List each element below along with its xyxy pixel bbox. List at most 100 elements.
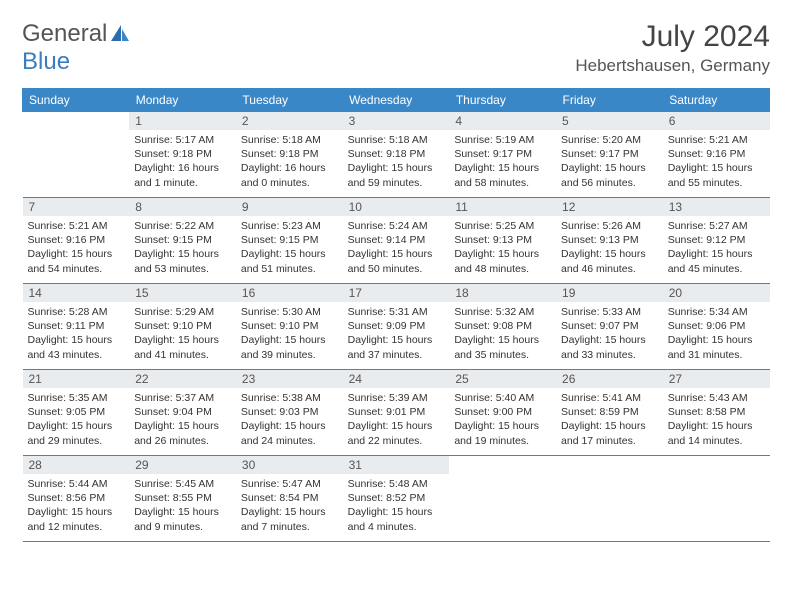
calendar-cell: 31Sunrise: 5:48 AMSunset: 8:52 PMDayligh… [343, 456, 450, 542]
calendar-cell: 10Sunrise: 5:24 AMSunset: 9:14 PMDayligh… [343, 198, 450, 284]
day-details: Sunrise: 5:22 AMSunset: 9:15 PMDaylight:… [129, 216, 236, 280]
calendar-cell: 25Sunrise: 5:40 AMSunset: 9:00 PMDayligh… [449, 370, 556, 456]
calendar-row: 1Sunrise: 5:17 AMSunset: 9:18 PMDaylight… [23, 112, 770, 198]
day-number: 1 [129, 112, 236, 130]
day-number: 2 [236, 112, 343, 130]
calendar-cell: 22Sunrise: 5:37 AMSunset: 9:04 PMDayligh… [129, 370, 236, 456]
day-details: Sunrise: 5:47 AMSunset: 8:54 PMDaylight:… [236, 474, 343, 538]
title-block: July 2024 Hebertshausen, Germany [575, 20, 770, 76]
day-number: 6 [663, 112, 770, 130]
calendar-row: 14Sunrise: 5:28 AMSunset: 9:11 PMDayligh… [23, 284, 770, 370]
calendar-cell [23, 112, 130, 198]
day-details: Sunrise: 5:20 AMSunset: 9:17 PMDaylight:… [556, 130, 663, 194]
day-details: Sunrise: 5:21 AMSunset: 9:16 PMDaylight:… [663, 130, 770, 194]
calendar-cell: 19Sunrise: 5:33 AMSunset: 9:07 PMDayligh… [556, 284, 663, 370]
weekday-header: Tuesday [236, 89, 343, 112]
calendar-cell: 20Sunrise: 5:34 AMSunset: 9:06 PMDayligh… [663, 284, 770, 370]
calendar-cell [449, 456, 556, 542]
day-number: 10 [343, 198, 450, 216]
calendar-cell [663, 456, 770, 542]
weekday-header: Friday [556, 89, 663, 112]
day-number: 12 [556, 198, 663, 216]
logo-sail-icon [109, 23, 131, 43]
day-number: 24 [343, 370, 450, 388]
calendar-cell: 16Sunrise: 5:30 AMSunset: 9:10 PMDayligh… [236, 284, 343, 370]
weekday-header: Saturday [663, 89, 770, 112]
day-details: Sunrise: 5:40 AMSunset: 9:00 PMDaylight:… [449, 388, 556, 452]
calendar-cell: 17Sunrise: 5:31 AMSunset: 9:09 PMDayligh… [343, 284, 450, 370]
weekday-header: Sunday [23, 89, 130, 112]
day-number: 20 [663, 284, 770, 302]
day-number: 4 [449, 112, 556, 130]
day-number: 5 [556, 112, 663, 130]
day-details: Sunrise: 5:35 AMSunset: 9:05 PMDaylight:… [23, 388, 130, 452]
day-number: 11 [449, 198, 556, 216]
day-number: 27 [663, 370, 770, 388]
day-number: 18 [449, 284, 556, 302]
day-number: 9 [236, 198, 343, 216]
day-number: 3 [343, 112, 450, 130]
weekday-header: Thursday [449, 89, 556, 112]
day-details: Sunrise: 5:30 AMSunset: 9:10 PMDaylight:… [236, 302, 343, 366]
day-details: Sunrise: 5:21 AMSunset: 9:16 PMDaylight:… [23, 216, 130, 280]
day-details: Sunrise: 5:26 AMSunset: 9:13 PMDaylight:… [556, 216, 663, 280]
day-details: Sunrise: 5:32 AMSunset: 9:08 PMDaylight:… [449, 302, 556, 366]
calendar-cell: 9Sunrise: 5:23 AMSunset: 9:15 PMDaylight… [236, 198, 343, 284]
calendar-cell: 23Sunrise: 5:38 AMSunset: 9:03 PMDayligh… [236, 370, 343, 456]
day-number: 19 [556, 284, 663, 302]
calendar-cell: 15Sunrise: 5:29 AMSunset: 9:10 PMDayligh… [129, 284, 236, 370]
day-number: 15 [129, 284, 236, 302]
day-number: 26 [556, 370, 663, 388]
day-number: 25 [449, 370, 556, 388]
day-details: Sunrise: 5:31 AMSunset: 9:09 PMDaylight:… [343, 302, 450, 366]
day-details: Sunrise: 5:41 AMSunset: 8:59 PMDaylight:… [556, 388, 663, 452]
header: General July 2024 Hebertshausen, Germany [22, 20, 770, 76]
logo: General [22, 20, 131, 48]
calendar-cell: 21Sunrise: 5:35 AMSunset: 9:05 PMDayligh… [23, 370, 130, 456]
calendar-cell: 14Sunrise: 5:28 AMSunset: 9:11 PMDayligh… [23, 284, 130, 370]
day-number: 28 [23, 456, 130, 474]
day-number: 29 [129, 456, 236, 474]
calendar-cell: 13Sunrise: 5:27 AMSunset: 9:12 PMDayligh… [663, 198, 770, 284]
day-number: 30 [236, 456, 343, 474]
day-details: Sunrise: 5:25 AMSunset: 9:13 PMDaylight:… [449, 216, 556, 280]
day-details: Sunrise: 5:45 AMSunset: 8:55 PMDaylight:… [129, 474, 236, 538]
day-details: Sunrise: 5:33 AMSunset: 9:07 PMDaylight:… [556, 302, 663, 366]
calendar-row: 21Sunrise: 5:35 AMSunset: 9:05 PMDayligh… [23, 370, 770, 456]
day-details: Sunrise: 5:39 AMSunset: 9:01 PMDaylight:… [343, 388, 450, 452]
calendar-row: 7Sunrise: 5:21 AMSunset: 9:16 PMDaylight… [23, 198, 770, 284]
weekday-header: Monday [129, 89, 236, 112]
day-details: Sunrise: 5:23 AMSunset: 9:15 PMDaylight:… [236, 216, 343, 280]
calendar-cell: 4Sunrise: 5:19 AMSunset: 9:17 PMDaylight… [449, 112, 556, 198]
calendar-cell: 28Sunrise: 5:44 AMSunset: 8:56 PMDayligh… [23, 456, 130, 542]
calendar-cell: 5Sunrise: 5:20 AMSunset: 9:17 PMDaylight… [556, 112, 663, 198]
calendar-cell: 29Sunrise: 5:45 AMSunset: 8:55 PMDayligh… [129, 456, 236, 542]
day-number: 22 [129, 370, 236, 388]
calendar-cell: 8Sunrise: 5:22 AMSunset: 9:15 PMDaylight… [129, 198, 236, 284]
day-details: Sunrise: 5:17 AMSunset: 9:18 PMDaylight:… [129, 130, 236, 194]
day-number: 21 [23, 370, 130, 388]
day-details: Sunrise: 5:27 AMSunset: 9:12 PMDaylight:… [663, 216, 770, 280]
calendar-cell: 6Sunrise: 5:21 AMSunset: 9:16 PMDaylight… [663, 112, 770, 198]
day-details: Sunrise: 5:48 AMSunset: 8:52 PMDaylight:… [343, 474, 450, 538]
logo-text-general: General [22, 20, 107, 48]
month-title: July 2024 [575, 20, 770, 54]
logo-text-blue: Blue [22, 48, 70, 76]
calendar-cell: 24Sunrise: 5:39 AMSunset: 9:01 PMDayligh… [343, 370, 450, 456]
calendar-cell [556, 456, 663, 542]
calendar-cell: 11Sunrise: 5:25 AMSunset: 9:13 PMDayligh… [449, 198, 556, 284]
day-details: Sunrise: 5:29 AMSunset: 9:10 PMDaylight:… [129, 302, 236, 366]
day-details: Sunrise: 5:34 AMSunset: 9:06 PMDaylight:… [663, 302, 770, 366]
day-details: Sunrise: 5:28 AMSunset: 9:11 PMDaylight:… [23, 302, 130, 366]
calendar-cell: 26Sunrise: 5:41 AMSunset: 8:59 PMDayligh… [556, 370, 663, 456]
day-details: Sunrise: 5:37 AMSunset: 9:04 PMDaylight:… [129, 388, 236, 452]
day-details: Sunrise: 5:19 AMSunset: 9:17 PMDaylight:… [449, 130, 556, 194]
calendar-table: Sunday Monday Tuesday Wednesday Thursday… [22, 88, 770, 542]
day-number: 8 [129, 198, 236, 216]
day-number: 14 [23, 284, 130, 302]
day-details: Sunrise: 5:44 AMSunset: 8:56 PMDaylight:… [23, 474, 130, 538]
day-details: Sunrise: 5:24 AMSunset: 9:14 PMDaylight:… [343, 216, 450, 280]
day-details: Sunrise: 5:43 AMSunset: 8:58 PMDaylight:… [663, 388, 770, 452]
day-number: 31 [343, 456, 450, 474]
day-number: 13 [663, 198, 770, 216]
